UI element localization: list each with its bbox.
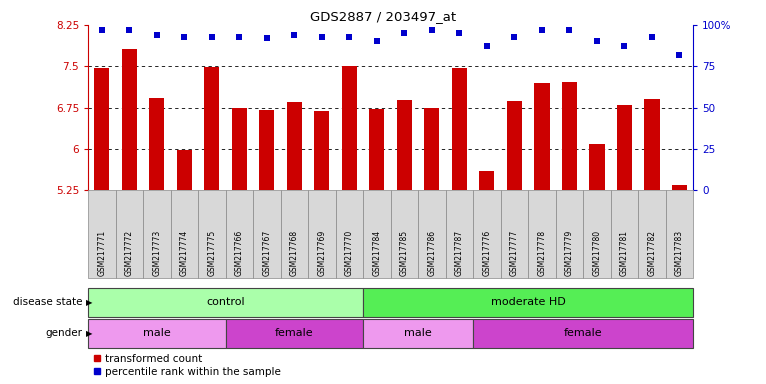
Legend: transformed count, percentile rank within the sample: transformed count, percentile rank withi… xyxy=(93,354,280,377)
Point xyxy=(398,30,411,36)
Point xyxy=(178,33,191,40)
Point xyxy=(260,35,273,41)
Point xyxy=(509,33,521,40)
Point xyxy=(426,27,438,33)
Bar xyxy=(480,171,495,190)
Text: GSM217777: GSM217777 xyxy=(510,230,519,276)
Bar xyxy=(342,66,357,190)
Text: GSM217782: GSM217782 xyxy=(647,230,656,276)
Text: control: control xyxy=(206,297,245,308)
Text: GSM217787: GSM217787 xyxy=(455,230,464,276)
Point xyxy=(233,33,245,40)
Text: female: female xyxy=(275,328,314,338)
Text: GSM217778: GSM217778 xyxy=(538,230,546,276)
Bar xyxy=(149,98,165,190)
Text: GSM217781: GSM217781 xyxy=(620,230,629,276)
Text: GSM217780: GSM217780 xyxy=(592,230,601,276)
Text: GSM217771: GSM217771 xyxy=(97,230,106,276)
Point xyxy=(673,51,686,58)
Point xyxy=(536,27,548,33)
Text: male: male xyxy=(404,328,432,338)
Bar xyxy=(617,105,632,190)
Text: GSM217770: GSM217770 xyxy=(345,230,354,276)
Bar xyxy=(314,111,329,190)
Point xyxy=(343,33,355,40)
Text: GSM217785: GSM217785 xyxy=(400,230,409,276)
Bar xyxy=(122,49,137,190)
Text: female: female xyxy=(564,328,603,338)
Text: GSM217766: GSM217766 xyxy=(235,230,244,276)
Text: GDS2887 / 203497_at: GDS2887 / 203497_at xyxy=(310,10,456,23)
Text: moderate HD: moderate HD xyxy=(491,297,565,308)
Point xyxy=(563,27,575,33)
Point xyxy=(96,27,108,33)
Point xyxy=(206,33,218,40)
Point xyxy=(316,33,328,40)
Text: GSM217779: GSM217779 xyxy=(565,230,574,276)
Text: GSM217776: GSM217776 xyxy=(483,230,492,276)
Bar xyxy=(644,99,660,190)
Bar xyxy=(94,68,110,190)
Text: GSM217772: GSM217772 xyxy=(125,230,134,276)
Bar xyxy=(205,67,219,190)
Text: male: male xyxy=(143,328,171,338)
Text: GSM217769: GSM217769 xyxy=(317,230,326,276)
Text: GSM217783: GSM217783 xyxy=(675,230,684,276)
Text: GSM217773: GSM217773 xyxy=(152,230,162,276)
Bar xyxy=(369,109,385,190)
Point xyxy=(453,30,466,36)
Point xyxy=(288,32,300,38)
Bar xyxy=(562,82,577,190)
Text: gender: gender xyxy=(46,328,83,338)
Bar xyxy=(286,102,302,190)
Point xyxy=(618,43,630,50)
Bar xyxy=(507,101,522,190)
Text: GSM217775: GSM217775 xyxy=(208,230,216,276)
Point xyxy=(646,33,658,40)
Bar xyxy=(260,110,274,190)
Point xyxy=(123,27,136,33)
Text: GSM217786: GSM217786 xyxy=(427,230,437,276)
Bar xyxy=(452,68,467,190)
Point xyxy=(151,32,163,38)
Bar xyxy=(535,83,549,190)
Bar xyxy=(589,144,604,190)
Bar xyxy=(177,150,192,190)
Text: GSM217774: GSM217774 xyxy=(180,230,189,276)
Point xyxy=(481,43,493,50)
Point xyxy=(371,38,383,45)
Text: ▶: ▶ xyxy=(86,298,92,307)
Text: disease state: disease state xyxy=(13,297,83,308)
Text: GSM217784: GSM217784 xyxy=(372,230,381,276)
Text: ▶: ▶ xyxy=(86,329,92,338)
Bar xyxy=(397,100,412,190)
Bar xyxy=(672,185,687,190)
Point xyxy=(591,38,603,45)
Text: GSM217767: GSM217767 xyxy=(263,230,271,276)
Text: GSM217768: GSM217768 xyxy=(290,230,299,276)
Bar xyxy=(424,108,440,190)
Bar xyxy=(232,108,247,190)
